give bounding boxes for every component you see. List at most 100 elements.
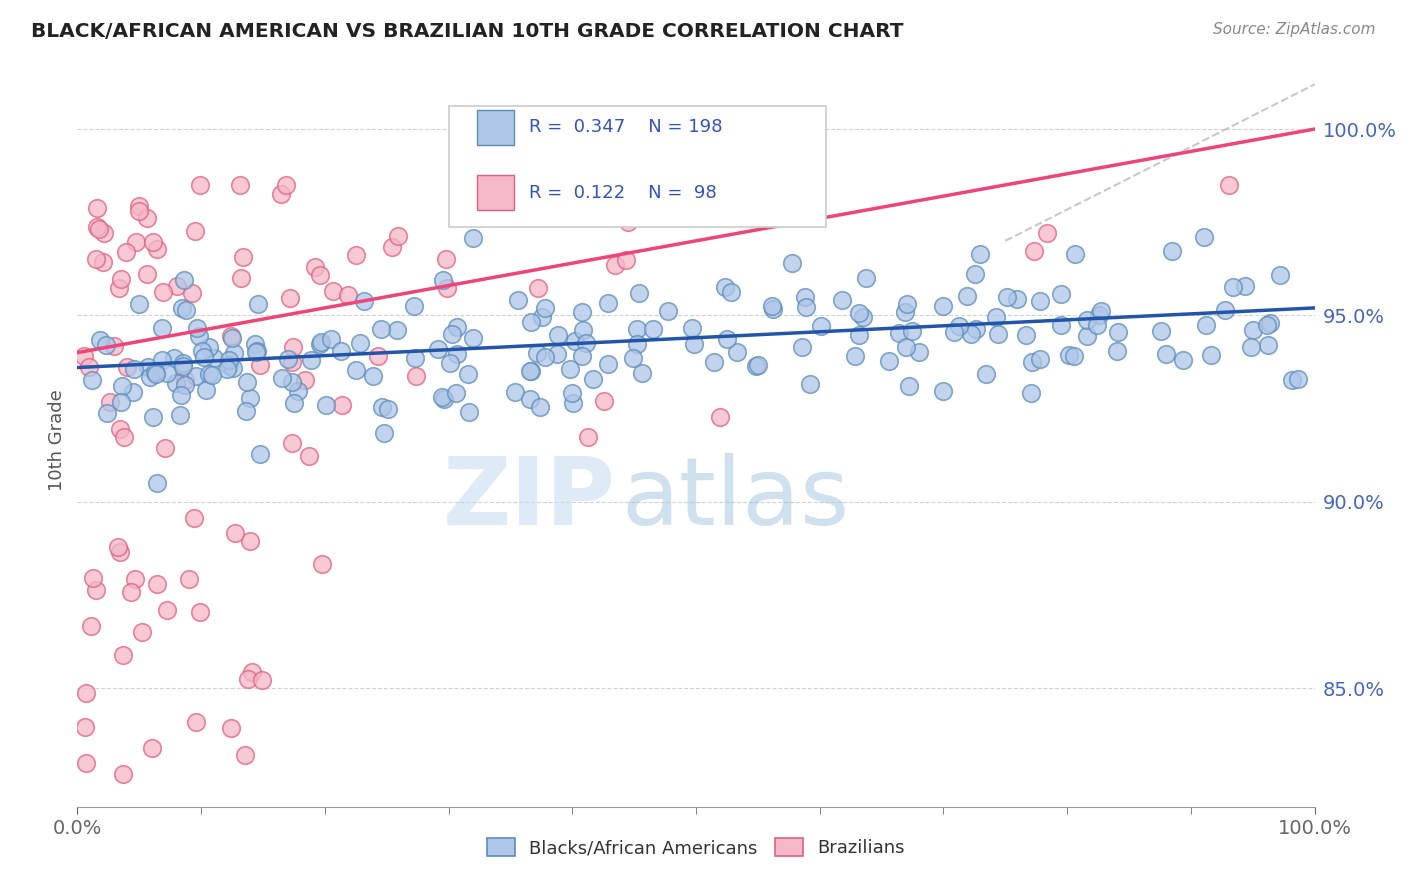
Point xyxy=(110,272,132,286)
Point xyxy=(446,320,468,334)
Point xyxy=(1087,318,1109,333)
Point xyxy=(107,540,129,554)
Point xyxy=(186,369,208,384)
Legend: Blacks/African Americans, Brazilians: Blacks/African Americans, Brazilians xyxy=(481,830,911,864)
Point xyxy=(1029,351,1052,366)
Point xyxy=(1286,372,1309,386)
Point xyxy=(136,211,159,225)
Point xyxy=(103,339,125,353)
Point xyxy=(142,409,165,424)
Point xyxy=(681,320,703,334)
Point xyxy=(309,337,332,351)
Point xyxy=(169,409,191,423)
Point xyxy=(169,388,191,402)
Point xyxy=(519,364,541,378)
Point xyxy=(614,252,637,267)
Point xyxy=(433,392,456,406)
Text: ZIP: ZIP xyxy=(443,453,616,545)
Point xyxy=(174,303,197,318)
Point xyxy=(173,273,195,287)
Point xyxy=(519,364,541,378)
Point xyxy=(898,379,921,393)
Point xyxy=(215,362,238,376)
Point xyxy=(567,178,589,192)
Point xyxy=(108,545,131,559)
Point xyxy=(111,379,134,393)
Point xyxy=(294,373,316,387)
Point xyxy=(111,648,134,662)
Point xyxy=(370,322,392,336)
Point xyxy=(1233,279,1256,293)
Point xyxy=(93,226,115,240)
Point xyxy=(1057,348,1080,362)
Point xyxy=(436,280,458,294)
Point xyxy=(274,178,297,192)
Point xyxy=(166,279,188,293)
Point xyxy=(238,672,260,686)
Point xyxy=(86,201,108,215)
Point xyxy=(246,297,269,311)
Point xyxy=(1281,373,1303,387)
Point xyxy=(153,441,176,455)
Point xyxy=(128,297,150,311)
Point xyxy=(77,359,100,374)
Point xyxy=(170,301,193,315)
Point xyxy=(564,334,586,348)
Point xyxy=(1022,244,1045,259)
Point xyxy=(190,344,212,359)
Point xyxy=(441,326,464,341)
Point xyxy=(246,344,269,359)
Point xyxy=(1076,313,1098,327)
Point xyxy=(173,377,195,392)
Point xyxy=(844,349,866,363)
Point xyxy=(224,346,246,360)
Point xyxy=(405,369,427,384)
Point xyxy=(404,299,426,313)
Point xyxy=(499,178,522,193)
Point xyxy=(932,384,955,399)
Point xyxy=(163,351,186,365)
Point xyxy=(283,340,305,354)
Point xyxy=(174,374,197,388)
Point xyxy=(745,359,768,373)
Point xyxy=(534,350,557,364)
Point xyxy=(562,396,585,410)
Point xyxy=(198,340,221,354)
Point xyxy=(703,355,725,369)
Point xyxy=(901,324,924,338)
Point xyxy=(110,395,132,409)
Point xyxy=(1154,347,1177,361)
Text: Source: ZipAtlas.com: Source: ZipAtlas.com xyxy=(1212,22,1375,37)
Point xyxy=(280,375,302,389)
Point xyxy=(111,767,134,781)
Point xyxy=(561,386,583,401)
Point xyxy=(1218,178,1240,192)
Point xyxy=(219,721,242,735)
Point xyxy=(446,386,468,401)
Point xyxy=(1063,349,1085,363)
Point xyxy=(965,322,987,336)
Point xyxy=(136,267,159,281)
Point xyxy=(124,572,146,586)
Point xyxy=(240,665,263,679)
Point xyxy=(298,449,321,463)
Point xyxy=(1105,343,1128,358)
Text: R =  0.347    N = 198: R = 0.347 N = 198 xyxy=(529,119,723,136)
Point xyxy=(572,323,595,337)
Point xyxy=(1161,244,1184,258)
Point xyxy=(534,301,557,315)
Point xyxy=(380,240,402,254)
Point xyxy=(387,229,409,244)
Point xyxy=(363,368,385,383)
Point xyxy=(377,402,399,417)
Point xyxy=(848,328,870,343)
Point xyxy=(1199,348,1222,362)
Y-axis label: 10th Grade: 10th Grade xyxy=(48,389,66,491)
Point xyxy=(571,305,593,319)
Point xyxy=(446,347,468,361)
Point xyxy=(221,328,243,343)
Point xyxy=(617,215,640,229)
Point xyxy=(145,367,167,381)
Point xyxy=(852,310,875,324)
FancyBboxPatch shape xyxy=(477,110,515,145)
